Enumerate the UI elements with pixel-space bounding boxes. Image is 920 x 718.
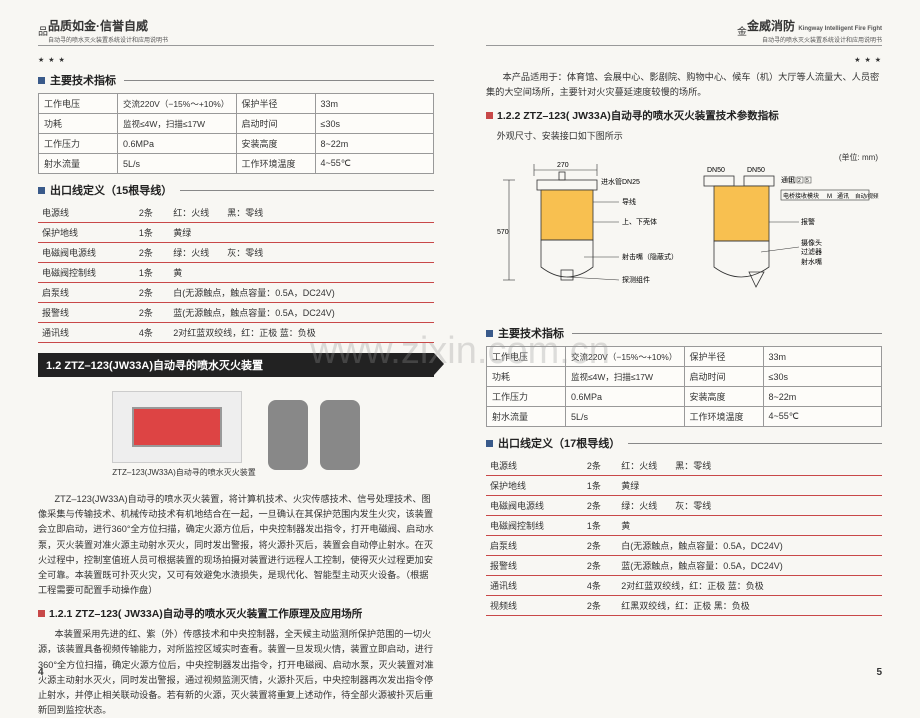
section-main-spec-left: 主要技术指标 xyxy=(38,72,434,88)
svg-text:过滤器: 过滤器 xyxy=(801,247,822,256)
header-stars-left: ★ ★ ★ xyxy=(38,56,434,64)
table-row: 工作电压交流220V（−15%～+10%）保护半径33m xyxy=(487,347,882,367)
section-label: 主要技术指标 xyxy=(50,72,116,88)
product-caption: ZTZ–123(JW33A)自动寻的喷水灭火装置 xyxy=(112,467,256,478)
table-row: 保护地线1条黄绿 xyxy=(486,476,882,496)
svg-text:2: 2 xyxy=(798,178,801,184)
table-row: 电磁阀控制线1条黄 xyxy=(38,263,434,283)
page-right: 金 金威消防 Kingway Intelligent Fire Fight 自动… xyxy=(460,0,920,690)
sub-heading-121: 1.2.1 ZTZ–123( JW33A)自动寻的喷水灭火装置工作原理及应用场所 xyxy=(38,606,434,621)
table-row: 启泵线2条白(无源触点，触点容量：0.5A，DC24V) xyxy=(38,283,434,303)
header-subtitle-right: 自动寻的喷水灭火装置系统设计和应用说明书 xyxy=(747,35,882,44)
svg-text:DN50: DN50 xyxy=(707,167,725,174)
diagram-note: 外观尺寸、安装接口如下图所示 xyxy=(497,129,882,144)
section-line xyxy=(572,333,882,334)
section-label: 出口线定义（17根导线） xyxy=(498,435,620,451)
diagram-svg: 270 570 进水管DN25 导线 上、下壳体 射击嘴（隐蔽式） 探测组件 D… xyxy=(486,152,882,317)
logo-icon: 品 xyxy=(38,23,48,38)
svg-text:DN50: DN50 xyxy=(747,167,765,174)
red-square-icon xyxy=(38,610,45,617)
red-square-icon xyxy=(486,112,493,119)
header-right: 金 金威消防 Kingway Intelligent Fire Fight 自动… xyxy=(486,18,882,46)
table-row: 工作压力0.6MPa安装高度8~22m xyxy=(39,134,434,154)
intro-paragraph: 本产品适用于：体育馆、会展中心、影剧院、购物中心、候车（机）大厅等人流量大、人员… xyxy=(486,70,882,100)
section-label: 主要技术指标 xyxy=(498,325,564,341)
table-row: 功耗监视≤4W，扫描≤17W启动时间≤30s xyxy=(487,367,882,387)
header-subtitle-left: 自动寻的喷水灭火装置系统设计和应用说明书 xyxy=(48,35,168,44)
table-row: 保护地线1条黄绿 xyxy=(38,223,434,243)
svg-text:进水管DN25: 进水管DN25 xyxy=(601,177,640,186)
table-row: 功耗监视≤4W，扫描≤17W启动时间≤30s xyxy=(39,114,434,134)
section-label: 出口线定义（15根导线） xyxy=(50,182,172,198)
paragraph-1: ZTZ–123(JW33A)自动寻的喷水灭火装置，将计算机技术、火灾传感技术、信… xyxy=(38,492,434,598)
svg-text:通讯: 通讯 xyxy=(781,175,795,184)
header-left: 品 品质如金·信誉自威 自动寻的喷水灭火装置系统设计和应用说明书 xyxy=(38,18,434,46)
table-row: 报警线2条蓝(无源触点，触点容量：0.5A，DC24V) xyxy=(38,303,434,323)
svg-text:5: 5 xyxy=(806,178,809,184)
svg-text:M: M xyxy=(827,194,832,200)
table-row: 射水流量5L/s工作环境温度4~55℃ xyxy=(39,154,434,174)
section-wire15: 出口线定义（15根导线） xyxy=(38,182,434,198)
table-row: 电磁阀控制线1条黄 xyxy=(486,516,882,536)
dim-270: 270 xyxy=(557,162,569,169)
table-row: 通讯线4条2对红蓝双绞线，红：正极 蓝：负极 xyxy=(486,576,882,596)
product-image-row: ZTZ–123(JW33A)自动寻的喷水灭火装置 xyxy=(38,387,434,482)
header-title-right: 金威消防 Kingway Intelligent Fire Fight xyxy=(747,17,882,34)
logo-icon: 金 xyxy=(737,23,747,38)
section-wire17: 出口线定义（17根导线） xyxy=(486,435,882,451)
table-row: 电磁阀电源线2条绿：火线 灰：零线 xyxy=(486,496,882,516)
table-row: 工作电压交流220V（−15%～+10%）保护半径33m xyxy=(39,94,434,114)
table-row: 电源线2条红：火线 黑：零线 xyxy=(486,456,882,476)
table-row: 射水流量5L/s工作环境温度4~55℃ xyxy=(487,407,882,427)
product-control-box xyxy=(112,391,242,463)
svg-text:射击嘴（隐蔽式）: 射击嘴（隐蔽式） xyxy=(622,252,678,261)
svg-text:1: 1 xyxy=(790,178,793,184)
header-title-left: 品质如金·信誉自威 xyxy=(48,17,168,34)
svg-text:电桥接收模块: 电桥接收模块 xyxy=(783,192,819,200)
table-row: 视频线2条红黑双绞线，红：正极 黑：负极 xyxy=(486,596,882,616)
section-line xyxy=(124,80,434,81)
table-row: 工作压力0.6MPa安装高度8~22m xyxy=(487,387,882,407)
spec-table-right: 工作电压交流220V（−15%～+10%）保护半径33m 功耗监视≤4W，扫描≤… xyxy=(486,346,882,427)
svg-text:通讯: 通讯 xyxy=(837,192,849,200)
svg-text:报警: 报警 xyxy=(801,217,815,226)
svg-text:射水嘴: 射水嘴 xyxy=(801,257,822,266)
technical-diagram: (单位: mm) 270 570 进水管DN25 导线 上、下壳体 射击嘴（隐蔽… xyxy=(486,152,882,317)
table-row: 通讯线4条2对红蓝双绞线，红：正极 蓝：负极 xyxy=(38,323,434,343)
svg-text:探测组件: 探测组件 xyxy=(622,275,650,284)
wire-table-15: 电源线2条红：火线 黑：零线 保护地线1条黄绿 电磁阀电源线2条绿：火线 灰：零… xyxy=(38,203,434,343)
table-row: 电源线2条红：火线 黑：零线 xyxy=(38,203,434,223)
svg-text:自动/视频: 自动/视频 xyxy=(855,192,879,200)
dim-570: 570 xyxy=(497,229,509,236)
svg-text:导线: 导线 xyxy=(622,197,636,206)
paragraph-2: 本装置采用先进的红、紫（外）传感技术和中央控制器，全天候主动监测所保护范围的一切… xyxy=(38,627,434,718)
spec-table-left: 工作电压交流220V（−15%～+10%）保护半径33m 功耗监视≤4W，扫描≤… xyxy=(38,93,434,174)
unit-label: (单位: mm) xyxy=(839,152,878,163)
svg-text:上、下壳体: 上、下壳体 xyxy=(622,217,657,226)
svg-text:摄像头: 摄像头 xyxy=(801,238,822,247)
section-line xyxy=(628,443,882,444)
section-black-bar: 1.2 ZTZ–123(JW33A)自动寻的喷水灭火装置 xyxy=(38,353,434,377)
page-number-left: 4 xyxy=(38,667,44,678)
sub-heading-122: 1.2.2 ZTZ–123( JW33A)自动寻的喷水灭火装置技术参数指标 xyxy=(486,108,882,123)
header-stars-right: ★ ★ ★ xyxy=(486,56,882,64)
table-row: 启泵线2条白(无源触点，触点容量：0.5A，DC24V) xyxy=(486,536,882,556)
wire-table-17: 电源线2条红：火线 黑：零线 保护地线1条黄绿 电磁阀电源线2条绿：火线 灰：零… xyxy=(486,456,882,616)
section-main-spec-right: 主要技术指标 xyxy=(486,325,882,341)
table-row: 报警线2条蓝(无源触点，触点容量：0.5A，DC24V) xyxy=(486,556,882,576)
product-cylinder-2 xyxy=(320,400,360,470)
page-left: 品 品质如金·信誉自威 自动寻的喷水灭火装置系统设计和应用说明书 ★ ★ ★ 主… xyxy=(0,0,460,690)
section-line xyxy=(180,190,434,191)
page-number-right: 5 xyxy=(876,667,882,678)
product-cylinder-1 xyxy=(268,400,308,470)
table-row: 电磁阀电源线2条绿：火线 灰：零线 xyxy=(38,243,434,263)
